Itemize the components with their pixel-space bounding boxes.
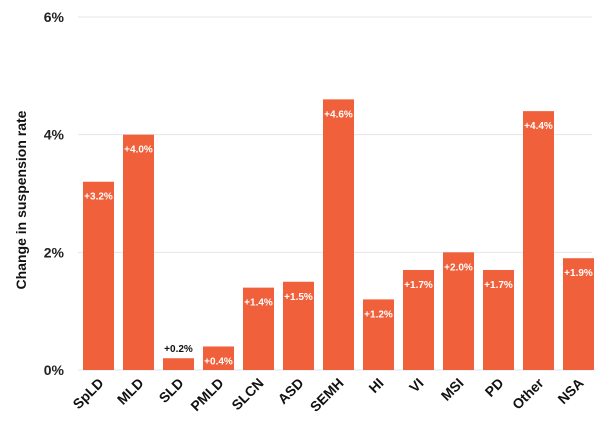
x-tick-label: SpLD [69, 375, 106, 412]
x-tick-label: VI [406, 375, 427, 396]
data-label: +0.2% [164, 344, 193, 355]
bar-mld [123, 134, 154, 370]
bar-pd [483, 269, 514, 370]
bar-semh [323, 99, 354, 370]
data-label: +4.0% [124, 145, 153, 156]
bar-vi [403, 269, 434, 370]
x-axis-categories: SpLD MLD SLD PMLD SLCN ASD SEMH HI VI MSI PD Other N… [69, 374, 586, 414]
data-label: +0.4% [204, 356, 233, 367]
y-axis-ticks: 0% 2% 4% 6% [44, 9, 65, 378]
y-tick-label: 2% [44, 244, 65, 260]
y-tick-label: 0% [44, 362, 65, 378]
bar-asd [283, 281, 314, 370]
data-label: +1.5% [284, 292, 313, 303]
bar-other [523, 111, 554, 370]
x-tick-label: PD [482, 375, 507, 400]
x-tick-label: HI [365, 375, 386, 396]
data-label: +4.6% [324, 109, 353, 120]
y-axis-label: Change in suspension rate [13, 110, 29, 289]
y-tick-label: 4% [44, 127, 65, 143]
data-label: +1.4% [244, 298, 273, 309]
bar-spld [83, 181, 114, 370]
data-label: +1.7% [484, 280, 513, 291]
data-label: +4.4% [524, 121, 553, 132]
x-tick-label: MSI [438, 375, 467, 404]
bar-hi [363, 299, 394, 370]
bar-slcn [243, 287, 274, 370]
bar-msi [443, 252, 474, 370]
data-label: +1.9% [564, 268, 593, 279]
bar-nsa [563, 258, 594, 370]
bar-sld [163, 358, 194, 370]
x-tick-label: SEMH [307, 375, 347, 415]
x-tick-label: PMLD [187, 375, 226, 414]
data-label: +2.0% [444, 262, 473, 273]
bars [83, 99, 594, 370]
x-tick-label: SLCN [228, 375, 266, 413]
x-tick-label: ASD [274, 375, 306, 407]
data-label: +1.2% [364, 309, 393, 320]
bar-pmld [203, 346, 234, 370]
x-tick-label: SLD [156, 375, 187, 406]
y-tick-label: 6% [44, 9, 65, 25]
data-labels: +3.2% +4.0% +0.2% +0.4% +1.4% +1.5% +4.6% +1.2%… [84, 109, 593, 367]
data-label: +3.2% [84, 192, 113, 203]
x-tick-label: MLD [114, 375, 147, 408]
x-tick-label: NSA [554, 375, 586, 407]
x-tick-label: Other [509, 374, 547, 412]
data-label: +1.7% [404, 280, 433, 291]
